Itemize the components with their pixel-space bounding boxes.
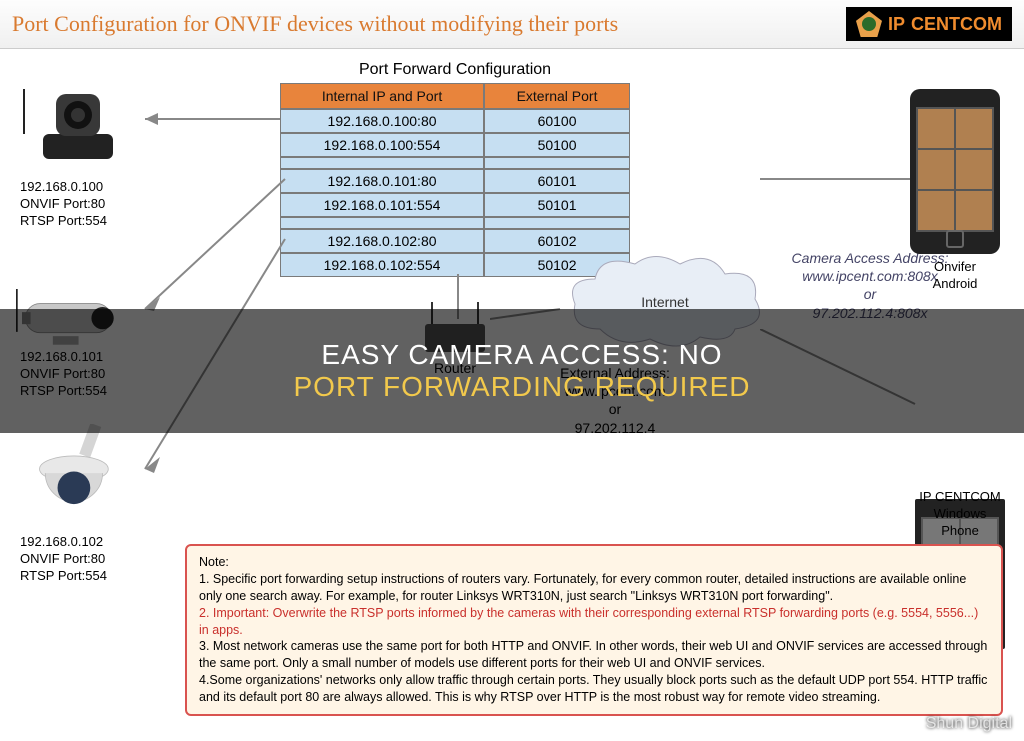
diagram-canvas: 192.168.0.100 ONVIF Port:80 RTSP Port:55…: [0, 49, 1024, 741]
logo-icon: [856, 11, 882, 37]
pf-cell: 60100: [484, 109, 630, 133]
camera-3-onvif: ONVIF Port:80: [20, 551, 107, 568]
phone2-l3: Phone: [900, 523, 1020, 540]
phone2-l2: Windows: [900, 506, 1020, 523]
arrow-to-cam1: [130, 99, 280, 129]
pf-cell: 192.168.0.102:80: [280, 229, 484, 253]
note-item-3: 3. Most network cameras use the same por…: [199, 638, 989, 672]
note-item-1: 1. Specific port forwarding setup instru…: [199, 571, 989, 605]
phone1-l1: Onvifer: [900, 259, 1010, 276]
pf-cell: 192.168.0.101:554: [280, 193, 484, 217]
logo-text-1: IP: [888, 14, 905, 35]
camera-1-label: 192.168.0.100 ONVIF Port:80 RTSP Port:55…: [20, 179, 107, 230]
phone-android-label: Onvifer Android: [900, 259, 1010, 293]
overlay-banner: EASY CAMERA ACCESS: NO PORT FORWARDING R…: [0, 309, 1024, 433]
page-title: Port Configuration for ONVIF devices wit…: [12, 11, 618, 37]
pf-table-title: Port Forward Configuration: [280, 61, 630, 79]
pf-header-internal: Internal IP and Port: [280, 83, 484, 109]
watermark: Shun Digital: [926, 715, 1012, 733]
phone1-l2: Android: [900, 276, 1010, 293]
pf-cell: 60101: [484, 169, 630, 193]
pf-header-external: External Port: [484, 83, 630, 109]
camera-ptz-icon: [18, 79, 138, 169]
logo-text-2: CENTCOM: [911, 14, 1002, 35]
header-bar: Port Configuration for ONVIF devices wit…: [0, 0, 1024, 49]
camera-dome-icon: [18, 424, 138, 514]
camera-3-label: 192.168.0.102 ONVIF Port:80 RTSP Port:55…: [20, 534, 107, 585]
overlay-line1: EASY CAMERA ACCESS: NO: [10, 339, 1024, 371]
note-item-4: 4.Some organizations' networks only allo…: [199, 672, 989, 706]
note-box: Note: 1. Specific port forwarding setup …: [185, 544, 1003, 716]
overlay-line2: PORT FORWARDING REQUIRED: [10, 371, 1024, 403]
phone-android-icon: [910, 89, 1000, 254]
phone2-l1: IP CENTCOM: [900, 489, 1020, 506]
camera-1-rtsp: RTSP Port:554: [20, 213, 107, 230]
pf-cell: 192.168.0.101:80: [280, 169, 484, 193]
pf-cell: 192.168.0.100:554: [280, 133, 484, 157]
camera-1-ip: 192.168.0.100: [20, 179, 107, 196]
camera-3-rtsp: RTSP Port:554: [20, 568, 107, 585]
note-item-2: 2. Important: Overwrite the RTSP ports i…: [199, 605, 989, 639]
phone-windows-label: IP CENTCOM Windows Phone: [900, 489, 1020, 540]
pf-cell: 50100: [484, 133, 630, 157]
camera-3-ip: 192.168.0.102: [20, 534, 107, 551]
internet-label: Internet: [641, 294, 689, 310]
pf-cell: 50101: [484, 193, 630, 217]
arrow-cloud-phone1: [760, 169, 910, 189]
note-title: Note:: [199, 554, 989, 571]
pf-cell: 192.168.0.100:80: [280, 109, 484, 133]
camera-1-onvif: ONVIF Port:80: [20, 196, 107, 213]
logo: IP CENTCOM: [846, 7, 1012, 41]
port-forward-table: Internal IP and Port External Port 192.1…: [280, 83, 630, 277]
